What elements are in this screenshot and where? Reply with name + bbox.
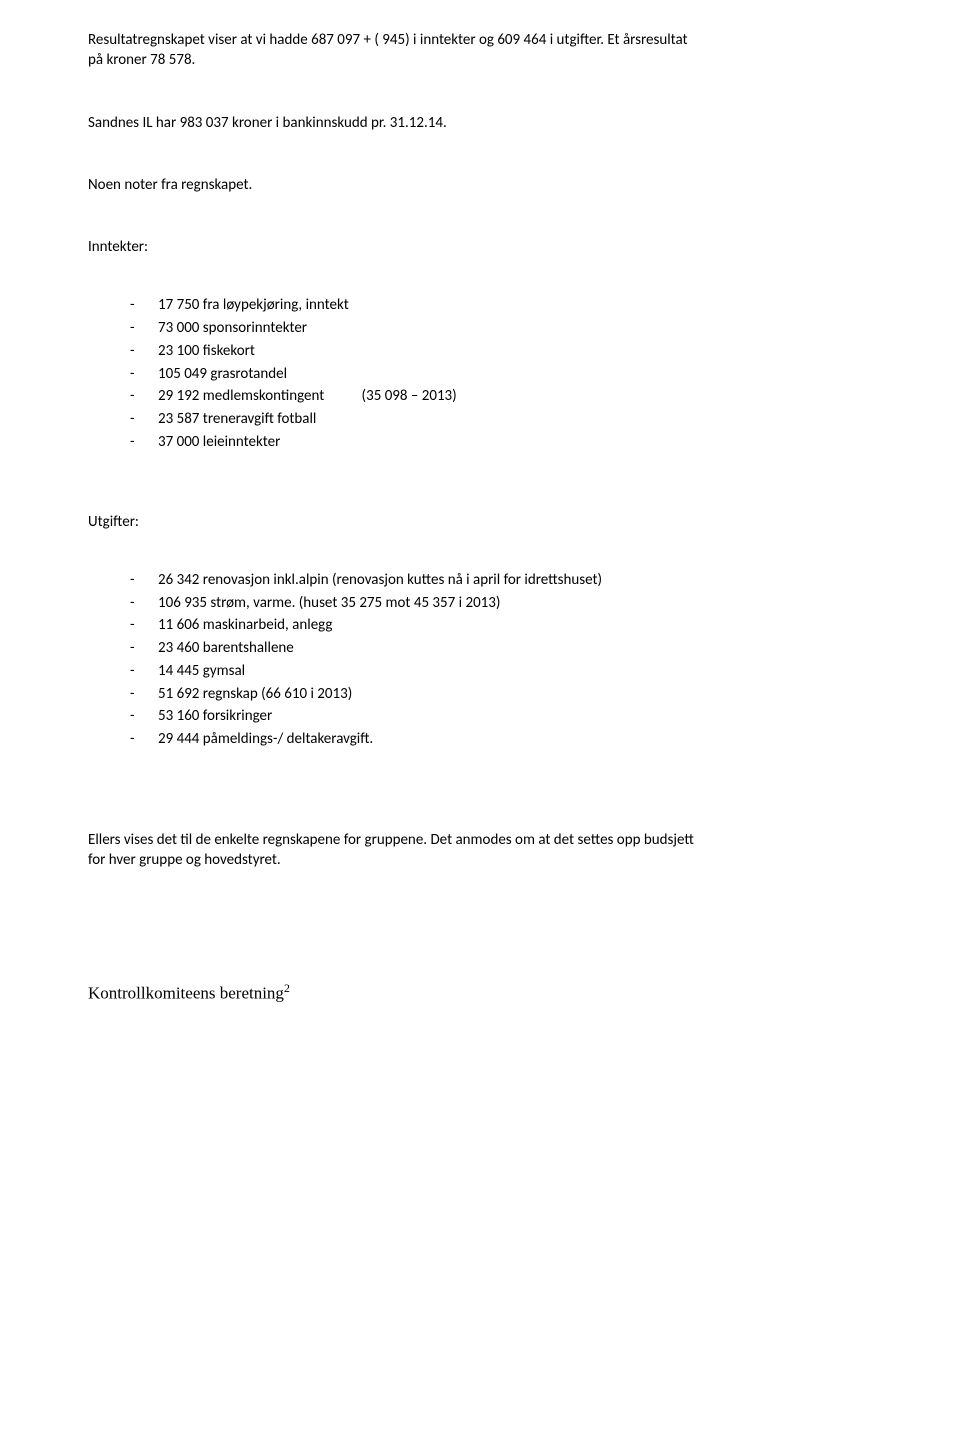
list-item: 11 606 maskinarbeid, anlegg: [130, 615, 872, 637]
closing-line1: Ellers vises det til de enkelte regnskap…: [88, 831, 694, 849]
list-item: 29 444 påmeldings-/ deltakeravgift.: [130, 729, 872, 751]
closing-line2: for hver gruppe og hovedstyret.: [88, 851, 281, 869]
list-item: 23 100 fiskekort: [130, 341, 872, 363]
list-item: 53 160 forsikringer: [130, 706, 872, 728]
footer-heading: Kontrollkomiteens beretning2: [88, 980, 872, 1006]
intro-paragraph-2: Sandnes IL har 983 037 kroner i bankinns…: [88, 113, 872, 133]
intro-paragraph-3: Noen noter fra regnskapet.: [88, 175, 872, 195]
intro-p1-line2: på kroner 78 578.: [88, 51, 195, 69]
closing-paragraph: Ellers vises det til de enkelte regnskap…: [88, 830, 872, 871]
list-item: 26 342 renovasjon inkl.alpin (renovasjon…: [130, 570, 872, 592]
list-item: 106 935 strøm, varme. (huset 35 275 mot …: [130, 593, 872, 615]
list-item: 23 460 barentshallene: [130, 638, 872, 660]
list-item: 29 192 medlemskontingent (35 098 – 2013): [130, 386, 872, 408]
list-item: 51 692 regnskap (66 610 i 2013): [130, 684, 872, 706]
list-item: 14 445 gymsal: [130, 661, 872, 683]
intro-p1-line1: Resultatregnskapet viser at vi hadde 687…: [88, 31, 688, 49]
utgifter-label: Utgifter:: [88, 512, 872, 532]
intro-p2-text: Sandnes IL har 983 037 kroner i bankinns…: [88, 114, 447, 132]
inntekter-label: Inntekter:: [88, 237, 872, 257]
utgifter-list: 26 342 renovasjon inkl.alpin (renovasjon…: [88, 570, 872, 751]
inntekter-list: 17 750 fra løypekjøring, inntekt 73 000 …: [88, 295, 872, 453]
footer-superscript: 2: [284, 981, 290, 995]
list-item: 73 000 sponsorinntekter: [130, 318, 872, 340]
list-item: 23 587 treneravgift fotball: [130, 409, 872, 431]
list-item: 37 000 leieinntekter: [130, 432, 872, 454]
intro-p3-text: Noen noter fra regnskapet.: [88, 176, 252, 194]
footer-heading-text: Kontrollkomiteens beretning: [88, 984, 284, 1003]
list-item: 105 049 grasrotandel: [130, 364, 872, 386]
intro-paragraph-1: Resultatregnskapet viser at vi hadde 687…: [88, 30, 872, 71]
list-item: 17 750 fra løypekjøring, inntekt: [130, 295, 872, 317]
